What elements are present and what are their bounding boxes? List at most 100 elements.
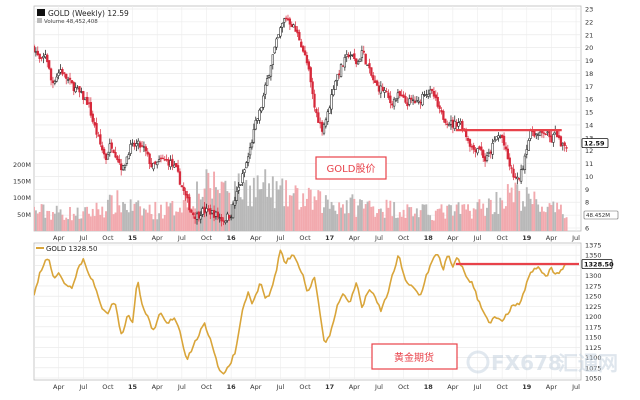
price-candle-body [233,200,237,206]
volume-bar [118,205,121,231]
price-candle-body [159,157,163,160]
volume-bar [36,213,39,231]
volume-bar [218,193,221,231]
volume-bar [415,208,418,231]
volume-bar [345,200,348,231]
price-x-tick-label: Jul [78,234,87,242]
futures-last-label: 1328.50 [584,260,614,268]
price-candle-body [250,142,254,148]
price-candle-body [104,153,108,161]
price-candle-body [425,94,428,96]
volume-bar [307,187,310,231]
price-candle-body [95,123,98,135]
volume-bar [324,195,327,231]
price-candle-body [489,151,492,154]
volume-bar [552,201,555,231]
volume-bar [78,218,81,231]
price-candle-body [307,61,310,70]
fx678-watermark-logo: FX678 汇通网 [466,350,618,375]
price-candle-body [372,75,375,81]
price-candle-body [284,17,288,20]
volume-bar [180,212,183,231]
volume-bar [114,212,117,231]
price-candle-body [224,220,227,223]
volume-bar [501,200,504,231]
price-candle-body [457,122,460,127]
volume-bar [402,209,405,231]
futures-x-tick-label: Apr [250,383,262,391]
price-candle-body [199,215,202,220]
volume-bar [429,215,432,231]
volume-bar [171,200,174,231]
price-candle-body [406,102,409,107]
volume-bar [120,212,123,231]
price-candle-body [546,131,549,133]
volume-bars [34,169,568,231]
price-candle-body [478,146,481,149]
price-candle-body [319,122,322,124]
volume-bar [487,198,490,231]
price-x-tick-label: 15 [128,234,138,242]
volume-bar [269,197,272,231]
price-candle-body [102,148,106,155]
volume-bar [127,212,130,231]
volume-bar [110,195,113,231]
price-candle-body [305,55,309,64]
price-candle-body [144,146,147,152]
price-candle-body [548,131,551,138]
volume-bar [34,206,35,231]
futures-x-tick-label: Jul [78,383,87,391]
price-candle-body [44,54,47,58]
volume-bar [343,213,346,231]
volume-bar [290,195,293,231]
volume-bar [459,213,462,231]
volume-bar [281,178,284,231]
futures-y-tick-label: 1050 [585,375,602,383]
price-candle-body [436,96,439,107]
price-x-tick-label: Jul [374,234,383,242]
price-candle-body [501,134,504,138]
volume-bar [457,202,460,231]
volume-bar [518,190,521,231]
price-candle-body [491,142,494,155]
volume-bar [357,205,360,231]
price-candle-body [241,173,244,184]
price-candle-body [502,135,506,146]
volume-bar [237,173,240,231]
futures-y-tick-label: 1350 [585,252,602,260]
price-x-tick-label: 18 [424,234,434,242]
price-candle-body [178,171,182,185]
futures-x-tick-label: 15 [128,383,138,391]
volume-bar [412,216,415,231]
volume-bar [50,219,53,231]
volume-bar [65,217,68,231]
volume-bar [353,198,356,231]
futures-y-tick-label: 1075 [585,364,602,372]
price-y-tick-label: 16 [585,96,593,104]
price-y-tick-label: 22 [585,18,593,26]
volume-bar [563,218,566,231]
series-swatch-icon [37,9,45,16]
price-candle-body [222,220,225,222]
volume-bar [152,219,155,231]
price-candle-body [298,32,301,41]
price-x-tick-label: Jul [571,234,580,242]
volume-bar [514,182,517,231]
volume-bar [296,188,299,231]
last-price-tag [581,138,609,149]
price-candle-body [464,129,468,138]
volume-bar [550,204,553,231]
price-candle-body [252,129,256,143]
price-candle-body [195,213,199,220]
price-candle-body [279,27,282,37]
volume-bar [379,208,382,231]
volume-bar [192,206,195,231]
price-candle-body [125,156,129,164]
volume-bar [561,214,564,231]
price-annotation-box [315,156,387,180]
volume-bar [156,219,159,231]
volume-bar [235,204,238,231]
price-candle-body [201,208,204,215]
price-y-tick-label: 8 [585,199,589,207]
volume-bar [499,197,502,231]
